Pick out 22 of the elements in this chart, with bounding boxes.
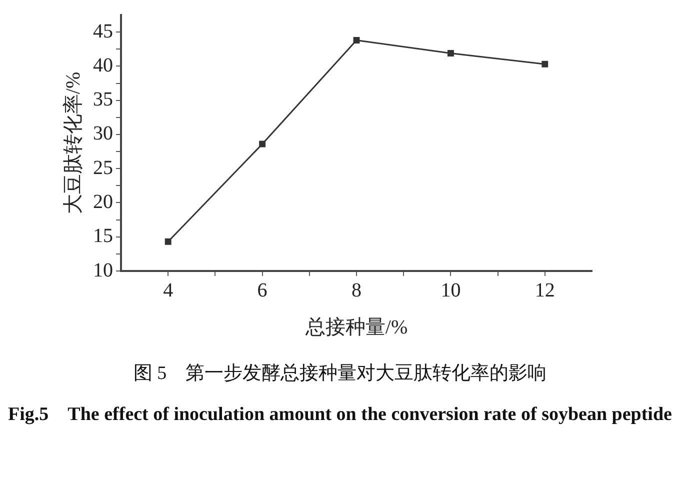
caption: Fig.5 The effect of inoculation amount on the conversion rate of soybean peptide xyxy=(7,403,673,427)
point xyxy=(353,37,360,44)
point xyxy=(259,140,266,148)
x-tick-label: 10 xyxy=(440,279,461,302)
x-tick-label: 12 xyxy=(534,279,555,302)
point xyxy=(164,238,172,245)
x-tick-label: 6 xyxy=(257,279,268,302)
y-tick-label: 40 xyxy=(93,54,113,76)
point xyxy=(542,60,548,68)
y-tick-label: 35 xyxy=(93,88,113,111)
y-tick-label: 15 xyxy=(93,225,113,248)
x-tick-label: 8 xyxy=(352,279,362,302)
y-tick-label: 10 xyxy=(93,259,113,282)
caption: 图 5 第一步发酵总接种量对大豆肽转化率的影响 xyxy=(132,362,548,386)
y-axis-title: 大豆肽转化率/% xyxy=(62,72,84,214)
y-tick-label: 20 xyxy=(93,190,113,213)
y-tick-label: 25 xyxy=(93,156,113,179)
x-axis-title: 总接种量/% xyxy=(304,316,408,338)
point xyxy=(447,50,454,56)
y-tick-label: 30 xyxy=(93,122,113,145)
x-tick-label: 4 xyxy=(163,279,174,302)
y-tick-label: 45 xyxy=(93,20,113,42)
